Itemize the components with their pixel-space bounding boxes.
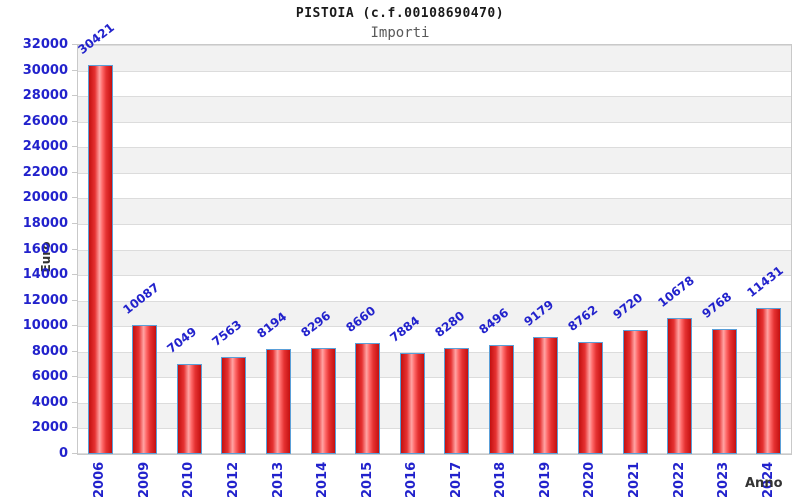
y-tick-label: 18000 (22, 215, 68, 231)
chart-bar (266, 349, 292, 454)
chart-bar (132, 325, 158, 454)
gridline (78, 223, 791, 225)
chart-bar (756, 307, 782, 454)
chart-bar (176, 363, 202, 454)
plot-band (78, 71, 791, 97)
gridline (78, 249, 791, 251)
chart-bar (221, 357, 247, 454)
plot-band (78, 122, 791, 148)
chart-bar (533, 336, 559, 454)
x-tick-label: 2020 (582, 461, 598, 498)
y-tick-label: 20000 (22, 190, 68, 206)
x-tick-label: 2017 (448, 461, 464, 498)
x-tick-label: 2014 (315, 461, 331, 498)
y-tick-label: 10000 (22, 318, 68, 334)
y-tick-label: 2000 (31, 420, 68, 436)
y-tick-label: 16000 (22, 241, 68, 257)
y-tick-mark (72, 376, 77, 378)
gridline (78, 45, 791, 46)
y-tick-label: 8000 (31, 343, 68, 359)
gridline (78, 326, 791, 328)
y-tick-mark (72, 299, 77, 301)
y-tick-mark (72, 95, 77, 97)
gridline (78, 147, 791, 149)
y-tick-mark (72, 401, 77, 403)
y-tick-mark (72, 325, 77, 327)
x-tick-label: 2015 (359, 461, 375, 498)
chart-title: PISTOIA (c.f.00108690470) (295, 6, 505, 21)
y-tick-label: 24000 (22, 139, 68, 155)
chart-bar (87, 65, 113, 454)
gridline (78, 300, 791, 302)
x-tick-label: 2009 (136, 461, 152, 498)
plot-area: 30421 10087 7049 7563 8194 8296 8660 7884 8280 84… (76, 20, 792, 455)
gridline (78, 351, 791, 353)
chart-bar (399, 353, 425, 454)
gridline (78, 275, 791, 277)
y-tick-mark (72, 146, 77, 148)
gridline (78, 453, 791, 454)
y-tick-mark (72, 171, 77, 173)
y-tick-mark (72, 222, 77, 224)
gridline (78, 377, 791, 379)
y-tick-mark (72, 350, 77, 352)
plot-band (78, 96, 791, 122)
gridline (78, 428, 791, 430)
plot-band (78, 45, 791, 71)
plot-band (78, 249, 791, 276)
chart-bar (711, 329, 737, 454)
y-tick-label: 6000 (31, 369, 68, 385)
y-tick-label: 0 (58, 446, 68, 461)
y-tick-mark (72, 453, 77, 454)
y-tick-mark (72, 120, 77, 122)
chart-bar (577, 342, 603, 454)
chart-bar (488, 345, 514, 454)
plot-band (78, 173, 791, 199)
x-tick-label: 2022 (671, 461, 687, 498)
chart-subtitle: Importi (370, 25, 430, 41)
x-tick-label: 2018 (493, 461, 509, 498)
chart-bar (310, 347, 336, 454)
chart-bar (667, 317, 693, 454)
x-axis-title: Anno (745, 476, 783, 491)
gridline (78, 198, 791, 200)
y-tick-label: 28000 (22, 88, 68, 104)
y-tick-mark (72, 248, 77, 250)
gridline (78, 402, 791, 404)
gridline (78, 96, 791, 98)
y-tick-mark (72, 274, 77, 276)
gridline (78, 121, 791, 123)
y-tick-label: 12000 (22, 292, 68, 308)
chart-bar (444, 348, 470, 454)
y-tick-label: 4000 (31, 394, 68, 410)
plot-band (78, 224, 791, 250)
y-tick-label: 32000 (22, 37, 68, 52)
x-tick-label: 2023 (716, 461, 732, 498)
y-tick-label: 30000 (22, 62, 68, 78)
y-tick-mark (72, 44, 77, 45)
x-tick-label: 2012 (225, 461, 241, 498)
y-tick-mark (72, 197, 77, 199)
gridline (78, 70, 791, 72)
gridline (78, 172, 791, 174)
y-tick-label: 26000 (22, 113, 68, 129)
x-tick-label: 2006 (92, 461, 108, 498)
plot-band (78, 147, 791, 173)
y-tick-mark (72, 427, 77, 429)
chart-bar (622, 329, 648, 454)
plot-band (78, 198, 791, 224)
x-tick-label: 2010 (181, 461, 197, 498)
x-tick-label: 2019 (537, 461, 553, 498)
x-tick-label: 2016 (404, 461, 420, 498)
y-tick-mark (72, 69, 77, 71)
x-tick-label: 2021 (627, 461, 643, 498)
x-tick-label: 2013 (270, 461, 286, 498)
y-tick-label: 22000 (22, 164, 68, 180)
chart-bar (355, 343, 381, 454)
y-tick-label: 14000 (22, 267, 68, 283)
